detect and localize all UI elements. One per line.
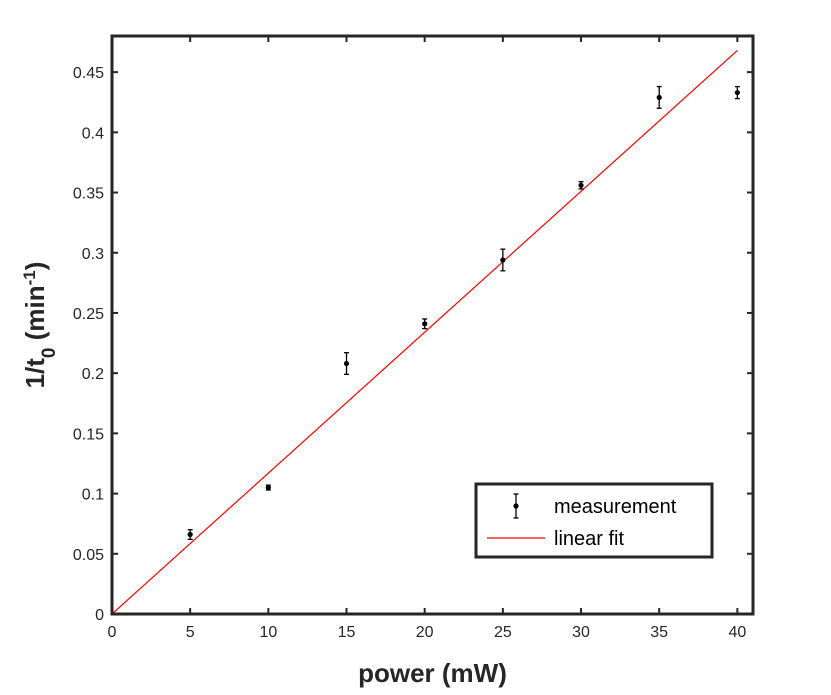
y-axis-title-unit-suffix: ) bbox=[20, 262, 50, 271]
data-point bbox=[343, 352, 350, 376]
x-tick-label: 35 bbox=[650, 624, 668, 641]
y-tick-label: 0.45 bbox=[73, 65, 104, 82]
y-tick-label: 0.4 bbox=[82, 125, 104, 142]
y-axis-title-space bbox=[20, 340, 50, 347]
y-axis-title: 1/t0 (min-1) bbox=[20, 262, 60, 389]
y-tick-label: 0.25 bbox=[73, 306, 104, 323]
y-axis-title-superscript: -1 bbox=[20, 270, 39, 285]
series-line-linear-fit bbox=[111, 50, 738, 615]
y-tick-label: 0.05 bbox=[73, 547, 104, 564]
x-tick-label: 0 bbox=[108, 624, 117, 641]
y-tick-label: 0.2 bbox=[82, 366, 104, 383]
x-axis-title: power (mW) bbox=[358, 658, 507, 688]
y-tick-label: 0.15 bbox=[73, 426, 104, 443]
marker bbox=[422, 321, 428, 327]
y-axis-title-unit-prefix: (min bbox=[20, 285, 50, 340]
legend-marker-measurement bbox=[513, 493, 519, 519]
marker bbox=[265, 484, 271, 491]
x-tick-label: 5 bbox=[186, 624, 195, 641]
data-point bbox=[734, 85, 740, 100]
marker bbox=[734, 89, 740, 96]
y-tick-label: 0.3 bbox=[82, 246, 104, 263]
data-point bbox=[422, 318, 428, 330]
data-point bbox=[578, 181, 584, 190]
marker bbox=[500, 257, 506, 263]
legend-label-linear-fit: linear fit bbox=[554, 528, 624, 550]
marker bbox=[656, 94, 662, 101]
x-tick-label: 10 bbox=[259, 624, 277, 641]
x-tick-label: 25 bbox=[494, 624, 512, 641]
axis-ticks: 0 5 10 15 20 25 30 35 40 0 0.05 0.1 0.15 0.2 0.25 0.3 0.… bbox=[73, 36, 753, 641]
marker bbox=[578, 182, 584, 188]
legend: measurement linear fit bbox=[474, 482, 714, 559]
legend-label-measurement: measurement bbox=[554, 496, 677, 518]
x-tick-label: 15 bbox=[338, 624, 356, 641]
y-tick-label: 0 bbox=[95, 607, 104, 624]
axes-frame bbox=[110, 34, 755, 616]
data-point bbox=[500, 248, 506, 272]
data-point bbox=[187, 529, 193, 540]
legend-box bbox=[474, 482, 714, 559]
y-axis-title-subscript: 0 bbox=[39, 348, 60, 359]
data-point bbox=[265, 484, 271, 491]
x-tick-label: 20 bbox=[416, 624, 434, 641]
y-tick-label: 0.35 bbox=[73, 186, 104, 203]
y-tick-label: 0.1 bbox=[82, 487, 104, 504]
data-point bbox=[656, 85, 662, 109]
x-tick-label: 40 bbox=[728, 624, 746, 641]
x-tick-label: 30 bbox=[572, 624, 590, 641]
marker bbox=[187, 531, 193, 538]
marker bbox=[343, 360, 350, 367]
y-axis-title-base: 1/t bbox=[20, 358, 50, 389]
plot-area bbox=[111, 50, 740, 615]
